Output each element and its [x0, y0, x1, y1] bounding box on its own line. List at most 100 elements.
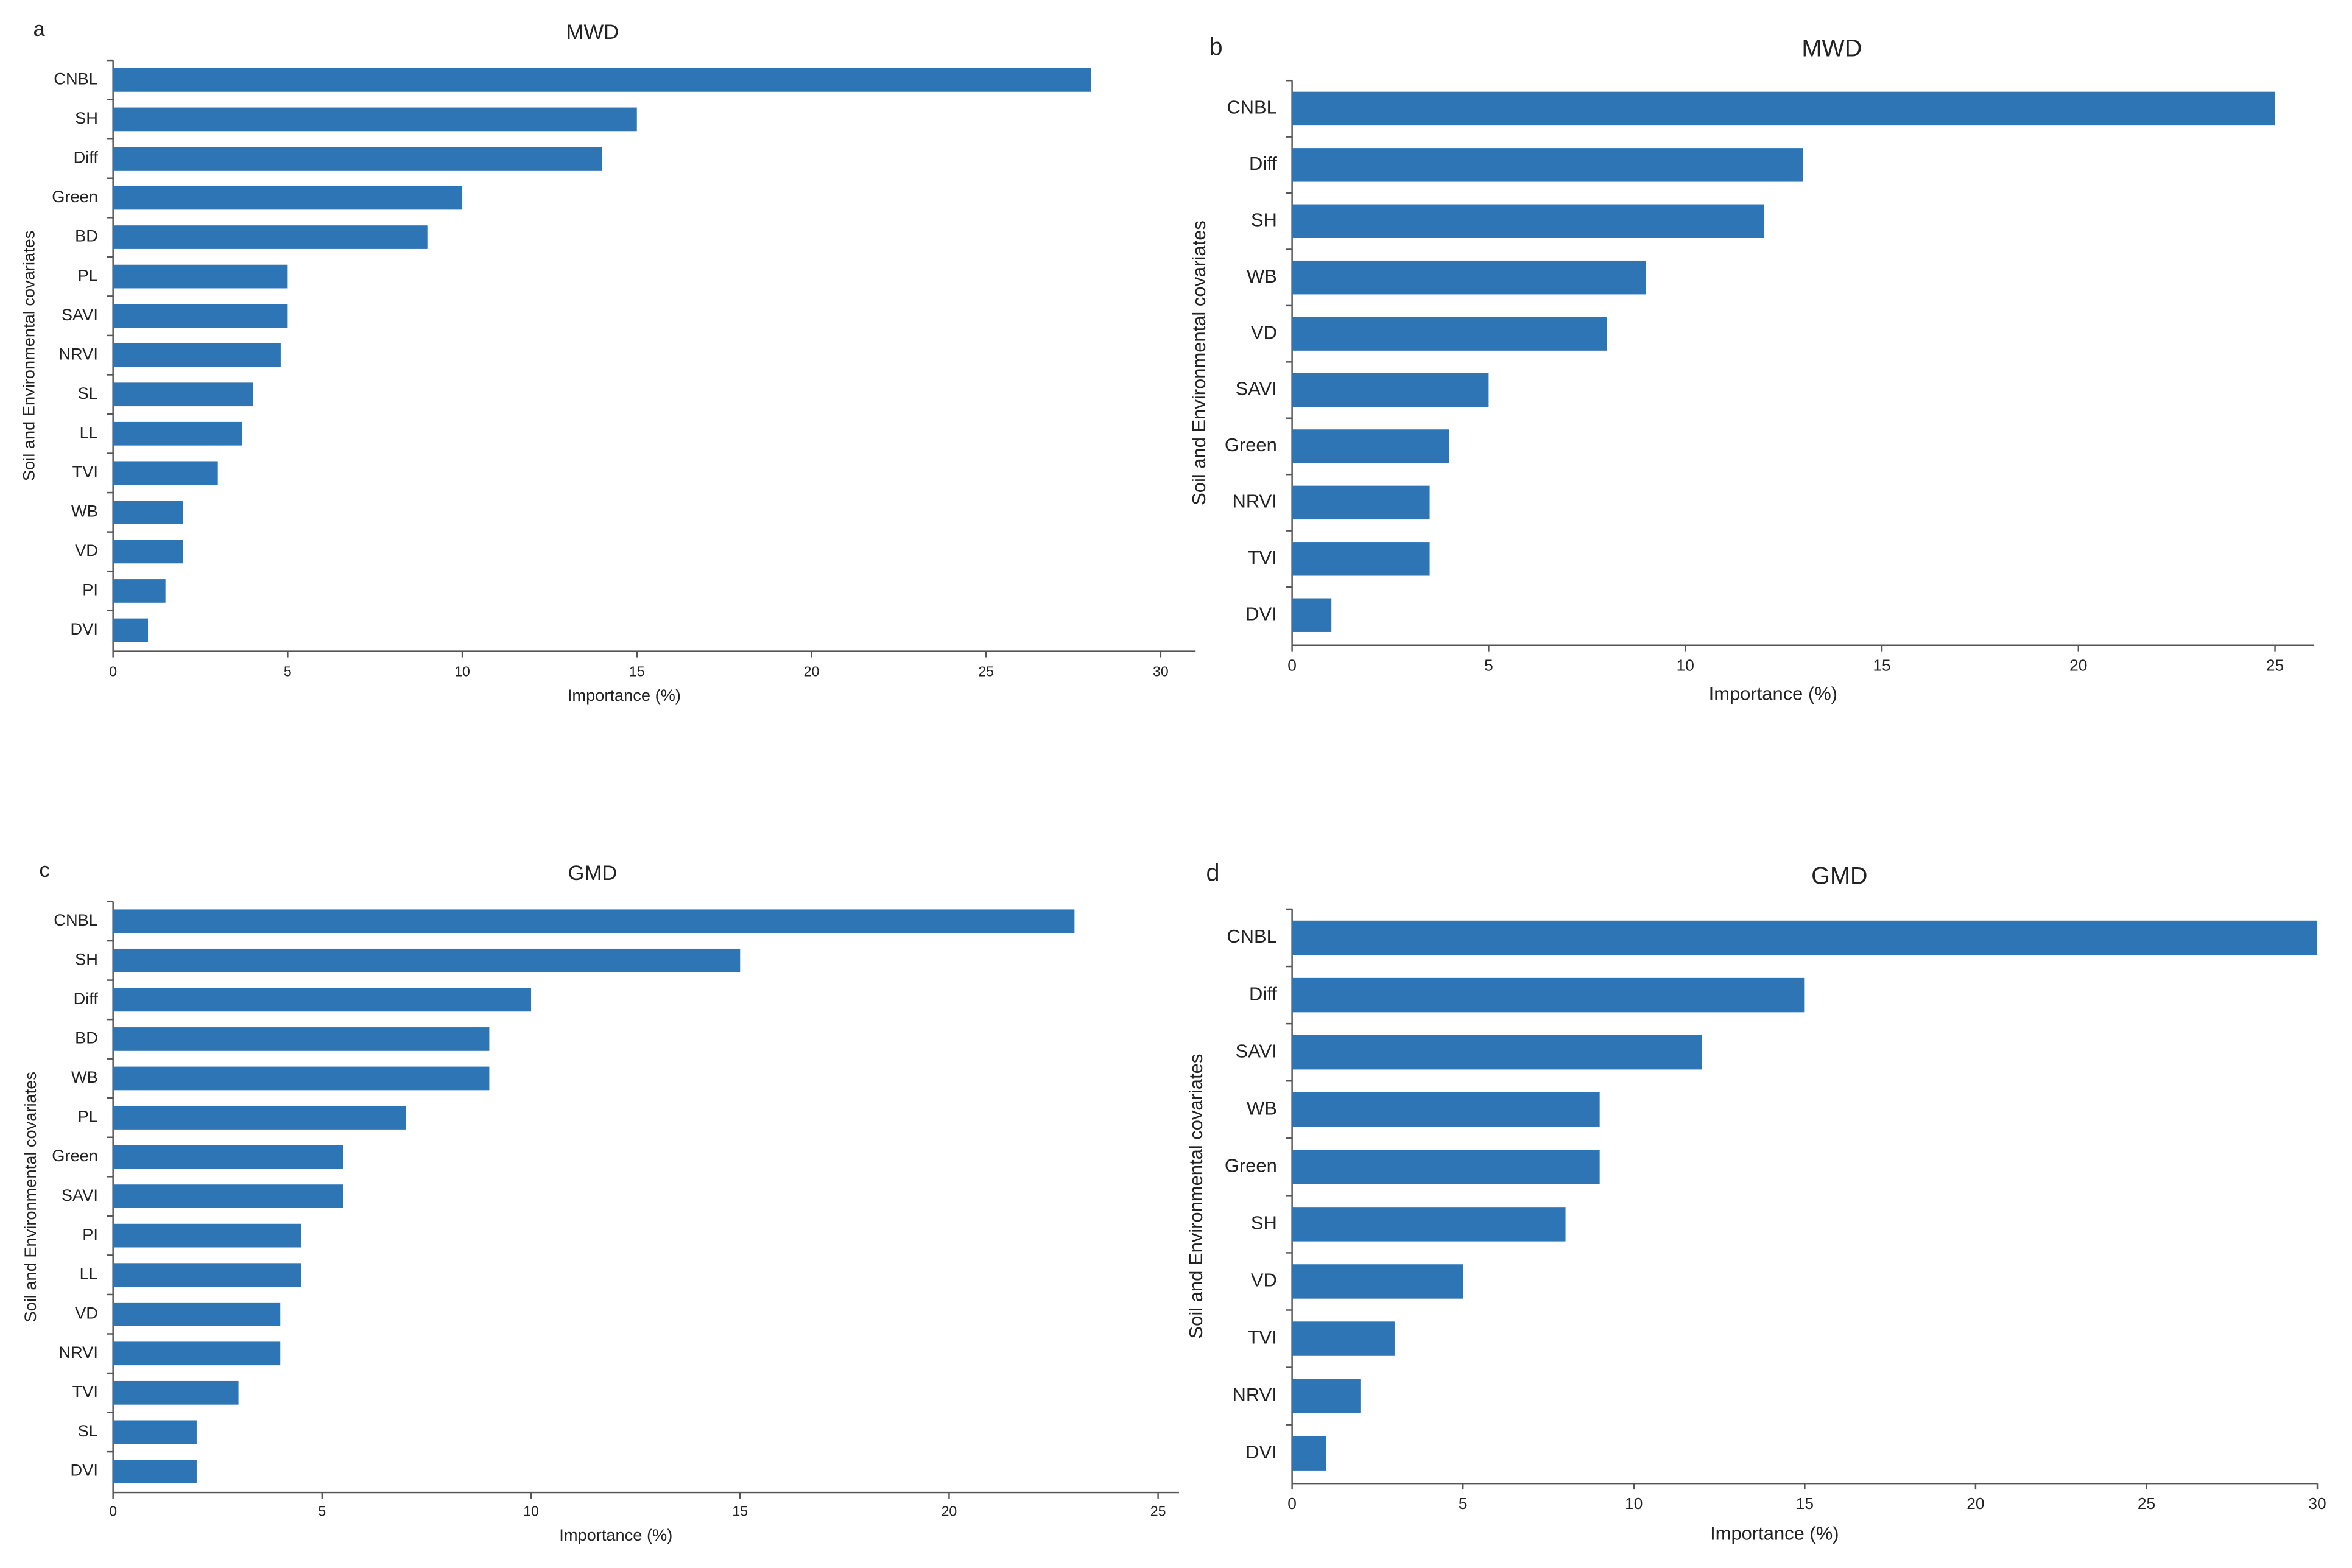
chart-title: MWD: [566, 21, 619, 44]
x-tick-label: 5: [318, 1503, 326, 1519]
bar: [113, 988, 532, 1012]
bar: [1292, 598, 1332, 632]
x-tick-label: 15: [1796, 1494, 1814, 1513]
x-tick-label: 20: [1966, 1494, 1984, 1513]
y-tick-label: SAVI: [62, 305, 98, 324]
x-tick-label: 0: [1287, 1494, 1297, 1513]
panel-label: c: [39, 859, 49, 882]
y-tick-label: SH: [75, 950, 98, 969]
bar: [113, 500, 183, 524]
x-tick-label: 15: [1873, 656, 1890, 674]
y-tick-label: NRVI: [1233, 1384, 1277, 1405]
y-tick-label: DVI: [71, 1461, 98, 1480]
y-tick-label: VD: [1251, 1270, 1277, 1291]
panel-label: b: [1209, 33, 1222, 60]
bar: [113, 579, 166, 603]
y-tick-label: LL: [80, 1264, 98, 1283]
x-tick-label: 10: [1677, 656, 1694, 674]
y-tick-label: Green: [1225, 1155, 1277, 1176]
y-tick-label: CNBL: [54, 69, 98, 88]
y-tick-label: PL: [78, 265, 98, 284]
bar: [113, 382, 253, 407]
bar: [1292, 429, 1449, 463]
bar: [113, 421, 242, 446]
bar: [113, 461, 218, 485]
bar: [113, 1223, 301, 1248]
bar: [113, 1184, 343, 1208]
bar: [113, 618, 149, 642]
bar: [113, 107, 637, 132]
x-axis-label: Importance (%): [1709, 683, 1837, 705]
bar: [1292, 204, 1764, 238]
y-tick-label: TVI: [72, 1382, 98, 1401]
bar: [1292, 1321, 1395, 1356]
bar: [1292, 1035, 1702, 1070]
x-tick-label: 30: [2308, 1494, 2326, 1513]
y-tick-label: SAVI: [1236, 378, 1277, 399]
y-tick-label: WB: [71, 502, 98, 521]
y-tick-label: DVI: [1245, 1441, 1277, 1463]
x-tick-label: 10: [454, 663, 470, 679]
y-tick-label: SAVI: [1236, 1040, 1277, 1061]
bar: [113, 68, 1091, 92]
bar: [1292, 485, 1430, 520]
y-tick-label: CNBL: [1227, 97, 1277, 118]
x-axis-label: Importance (%): [568, 686, 681, 705]
x-axis-label: Importance (%): [1710, 1523, 1839, 1544]
x-tick-label: 20: [942, 1503, 957, 1519]
chart-title: MWD: [1801, 35, 1862, 62]
x-tick-label: 30: [1153, 663, 1169, 679]
x-tick-label: 5: [284, 663, 292, 679]
y-tick-label: PI: [82, 580, 98, 599]
y-tick-label: CNBL: [54, 910, 98, 929]
y-tick-label: Green: [52, 187, 98, 206]
x-axis-label: Importance (%): [559, 1525, 672, 1544]
bar: [1292, 373, 1489, 407]
y-tick-label: WB: [71, 1067, 98, 1086]
x-tick-label: 25: [2266, 656, 2284, 674]
y-tick-label: NRVI: [58, 344, 98, 363]
bar: [1292, 977, 1805, 1013]
x-tick-label: 10: [523, 1503, 539, 1519]
bar: [113, 225, 428, 249]
y-tick-label: Diff: [1249, 153, 1277, 174]
bar: [113, 147, 602, 171]
chart-title: GMD: [568, 862, 618, 885]
y-axis-label: Soil and Environmental covariates: [21, 1072, 40, 1323]
y-tick-label: DVI: [1245, 603, 1277, 624]
bar: [1292, 1150, 1600, 1184]
y-tick-label: PI: [82, 1225, 98, 1243]
y-tick-label: VD: [75, 1303, 98, 1322]
y-tick-label: PL: [78, 1107, 98, 1126]
y-tick-label: CNBL: [1227, 926, 1277, 947]
y-tick-label: SH: [1251, 209, 1277, 230]
x-tick-label: 10: [1625, 1494, 1643, 1513]
y-tick-label: Diff: [74, 148, 99, 167]
x-tick-label: 20: [2069, 656, 2087, 674]
x-tick-label: 5: [1484, 656, 1493, 674]
x-tick-label: 5: [1459, 1494, 1468, 1513]
y-tick-label: VD: [1251, 322, 1277, 343]
y-axis-label: Soil and Environmental covariates: [1188, 220, 1209, 505]
x-tick-label: 15: [732, 1503, 748, 1519]
bar: [1292, 1379, 1361, 1413]
x-tick-label: 0: [109, 1503, 117, 1519]
bar: [113, 1106, 406, 1130]
y-tick-label: LL: [80, 423, 98, 441]
bar: [1292, 1207, 1566, 1242]
bar: [113, 1460, 197, 1483]
y-tick-label: SL: [78, 384, 98, 403]
x-tick-label: 15: [629, 663, 645, 679]
bar: [113, 540, 183, 564]
bar: [113, 948, 741, 972]
bar: [1292, 542, 1430, 576]
bar: [113, 1420, 197, 1444]
bar: [113, 264, 288, 289]
bar: [113, 909, 1075, 933]
bar: [1292, 1264, 1463, 1299]
y-tick-label: WB: [1247, 265, 1277, 287]
bar: [113, 1027, 490, 1051]
bar: [1292, 1092, 1600, 1127]
y-tick-label: BD: [75, 1028, 98, 1047]
